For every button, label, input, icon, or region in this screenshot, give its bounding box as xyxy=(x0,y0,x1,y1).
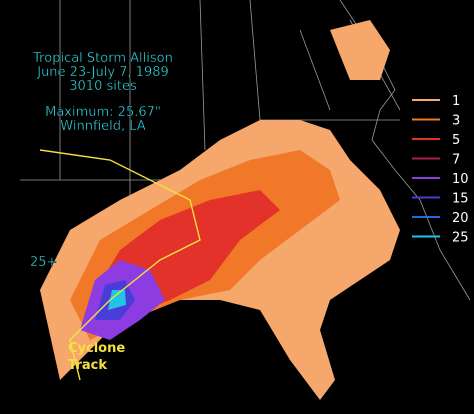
title-line: 3010 sites xyxy=(69,79,137,94)
max-label: 25+ xyxy=(30,255,57,270)
track-label: Track xyxy=(68,358,107,373)
legend-label: 20 xyxy=(452,211,469,226)
maximum-line: Winnfield, LA xyxy=(60,119,146,134)
rain-1in-ne xyxy=(330,20,390,80)
legend-label: 7 xyxy=(452,153,460,168)
legend-label: 5 xyxy=(452,133,460,148)
cyclone-track xyxy=(39,149,201,381)
legend-label: 15 xyxy=(452,192,469,207)
title-line: Tropical Storm Allison xyxy=(32,51,173,66)
rain-25in xyxy=(108,290,126,310)
legend-label: 1 xyxy=(452,94,460,109)
legend: 1 3 5 7 10 15 20 25 xyxy=(412,94,469,246)
legend-label: 3 xyxy=(452,114,460,129)
track-label: Cyclone xyxy=(68,341,125,356)
title-line: June 23-July 7, 1989 xyxy=(36,65,169,80)
legend-label: 10 xyxy=(452,172,469,187)
legend-label: 25 xyxy=(452,231,469,246)
maximum-line: Maximum: 25.67" xyxy=(45,105,161,120)
